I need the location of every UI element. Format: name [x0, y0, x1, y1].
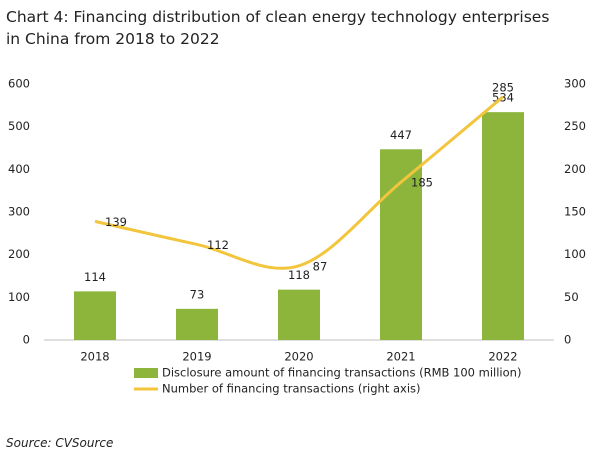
- y-tick-label: 600: [8, 77, 30, 91]
- x-tick-label: 2020: [284, 350, 313, 364]
- legend-label: Number of financing transactions (right …: [162, 382, 421, 396]
- line-value-label: 185: [411, 176, 433, 190]
- y-tick-label: 300: [8, 205, 30, 219]
- line-value-label: 87: [313, 259, 328, 273]
- y2-tick-label: 100: [564, 247, 586, 261]
- y-tick-label: 200: [8, 247, 30, 261]
- y-tick-label: 500: [8, 119, 30, 133]
- y2-tick-label: 200: [564, 162, 586, 176]
- chart-title: Chart 4: Financing distribution of clean…: [6, 8, 550, 48]
- x-tick-label: 2019: [182, 350, 211, 364]
- y2-tick-label: 50: [564, 290, 579, 304]
- source-note: Source: CVSource: [6, 436, 114, 450]
- y-tick-label: 0: [23, 333, 30, 347]
- x-tick-label: 2021: [386, 350, 415, 364]
- x-tick-label: 2018: [80, 350, 109, 364]
- bar: [176, 308, 218, 340]
- x-tick-label: 2022: [488, 350, 517, 364]
- y-tick-label: 100: [8, 290, 30, 304]
- y2-tick-label: 150: [564, 205, 586, 219]
- line: [94, 95, 504, 270]
- bar: [482, 112, 524, 340]
- bar: [74, 291, 116, 340]
- y2-tick-label: 250: [564, 119, 586, 133]
- line-value-label: 139: [105, 215, 127, 229]
- y2-tick-label: 300: [564, 77, 586, 91]
- legend-swatch: [134, 368, 158, 378]
- bar-value-label: 447: [390, 128, 412, 142]
- y2-tick-label: 0: [564, 333, 571, 347]
- y-tick-label: 400: [8, 162, 30, 176]
- bar-value-label: 118: [288, 268, 310, 282]
- legend-label: Disclosure amount of financing transacti…: [162, 366, 521, 380]
- line-value-label: 285: [492, 80, 514, 94]
- bar-value-label: 73: [190, 287, 205, 301]
- bar: [278, 289, 320, 340]
- chart: 0 100 200 300 400 500 600 0 50 100 150 200 250 300 201…: [8, 77, 586, 396]
- bar-value-label: 114: [84, 270, 106, 284]
- line-value-label: 112: [207, 238, 229, 252]
